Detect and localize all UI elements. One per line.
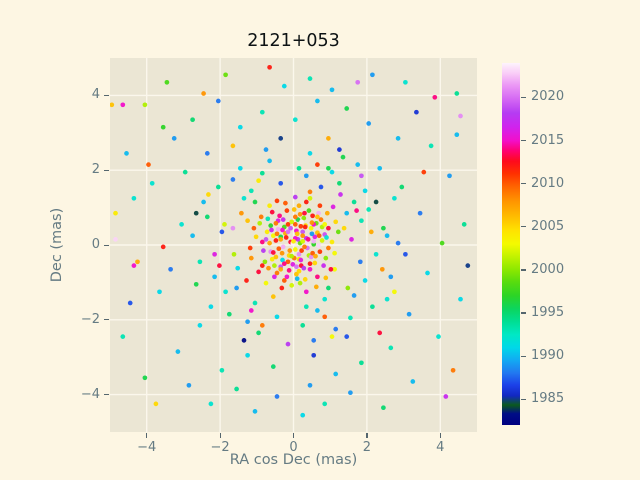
- x-tick-mark: [366, 433, 368, 438]
- x-tick-label: 4: [436, 440, 445, 455]
- colorbar-tick-label: 2015: [531, 132, 565, 148]
- x-tick-label: 2: [362, 440, 372, 455]
- colorbar-tick-label: 1995: [531, 304, 565, 320]
- x-tick-mark: [146, 433, 148, 438]
- x-tick-label: −4: [137, 440, 157, 455]
- colorbar-tick-mark: [521, 269, 526, 271]
- y-tick-label: 4: [91, 87, 100, 103]
- colorbar-tick-label: 2010: [531, 175, 565, 191]
- colorbar-tick-label: 1985: [531, 391, 565, 407]
- y-tick-label: 0: [91, 237, 100, 252]
- colorbar-tick-mark: [521, 226, 526, 228]
- y-axis-label: Dec (mas): [49, 207, 65, 283]
- scatter-plot: [110, 58, 477, 432]
- x-axis-label: RA cos Dec (mas): [229, 452, 358, 468]
- y-tick-mark: [104, 169, 109, 171]
- chart-title: 2121+053: [247, 31, 340, 51]
- colorbar-tick-label: 2005: [531, 218, 565, 234]
- y-tick-mark: [104, 94, 109, 97]
- colorbar-tick-label: 2020: [531, 89, 565, 105]
- y-tick-label: −2: [80, 311, 100, 327]
- colorbar-tick-mark: [521, 312, 526, 314]
- colorbar: [502, 63, 520, 425]
- x-tick-label: −2: [210, 440, 230, 455]
- colorbar-tick-mark: [521, 355, 526, 357]
- y-tick-mark: [104, 319, 109, 321]
- y-tick-label: −4: [80, 386, 100, 402]
- colorbar-tick-mark: [521, 96, 526, 99]
- colorbar-tick-label: 1990: [531, 348, 565, 364]
- colorbar-tick-mark: [521, 140, 526, 142]
- y-tick-mark: [104, 394, 109, 396]
- x-tick-mark: [439, 433, 441, 438]
- x-tick-mark: [293, 433, 295, 438]
- y-tick-mark: [104, 244, 109, 246]
- x-tick-label: 0: [289, 440, 298, 455]
- colorbar-tick-mark: [521, 183, 526, 185]
- colorbar-tick-mark: [521, 398, 526, 400]
- y-tick-label: 2: [91, 162, 100, 178]
- plot-area: [110, 58, 477, 432]
- colorbar-tick-label: 2000: [531, 261, 565, 277]
- x-tick-mark: [219, 433, 221, 438]
- scatter-points: [110, 64, 471, 418]
